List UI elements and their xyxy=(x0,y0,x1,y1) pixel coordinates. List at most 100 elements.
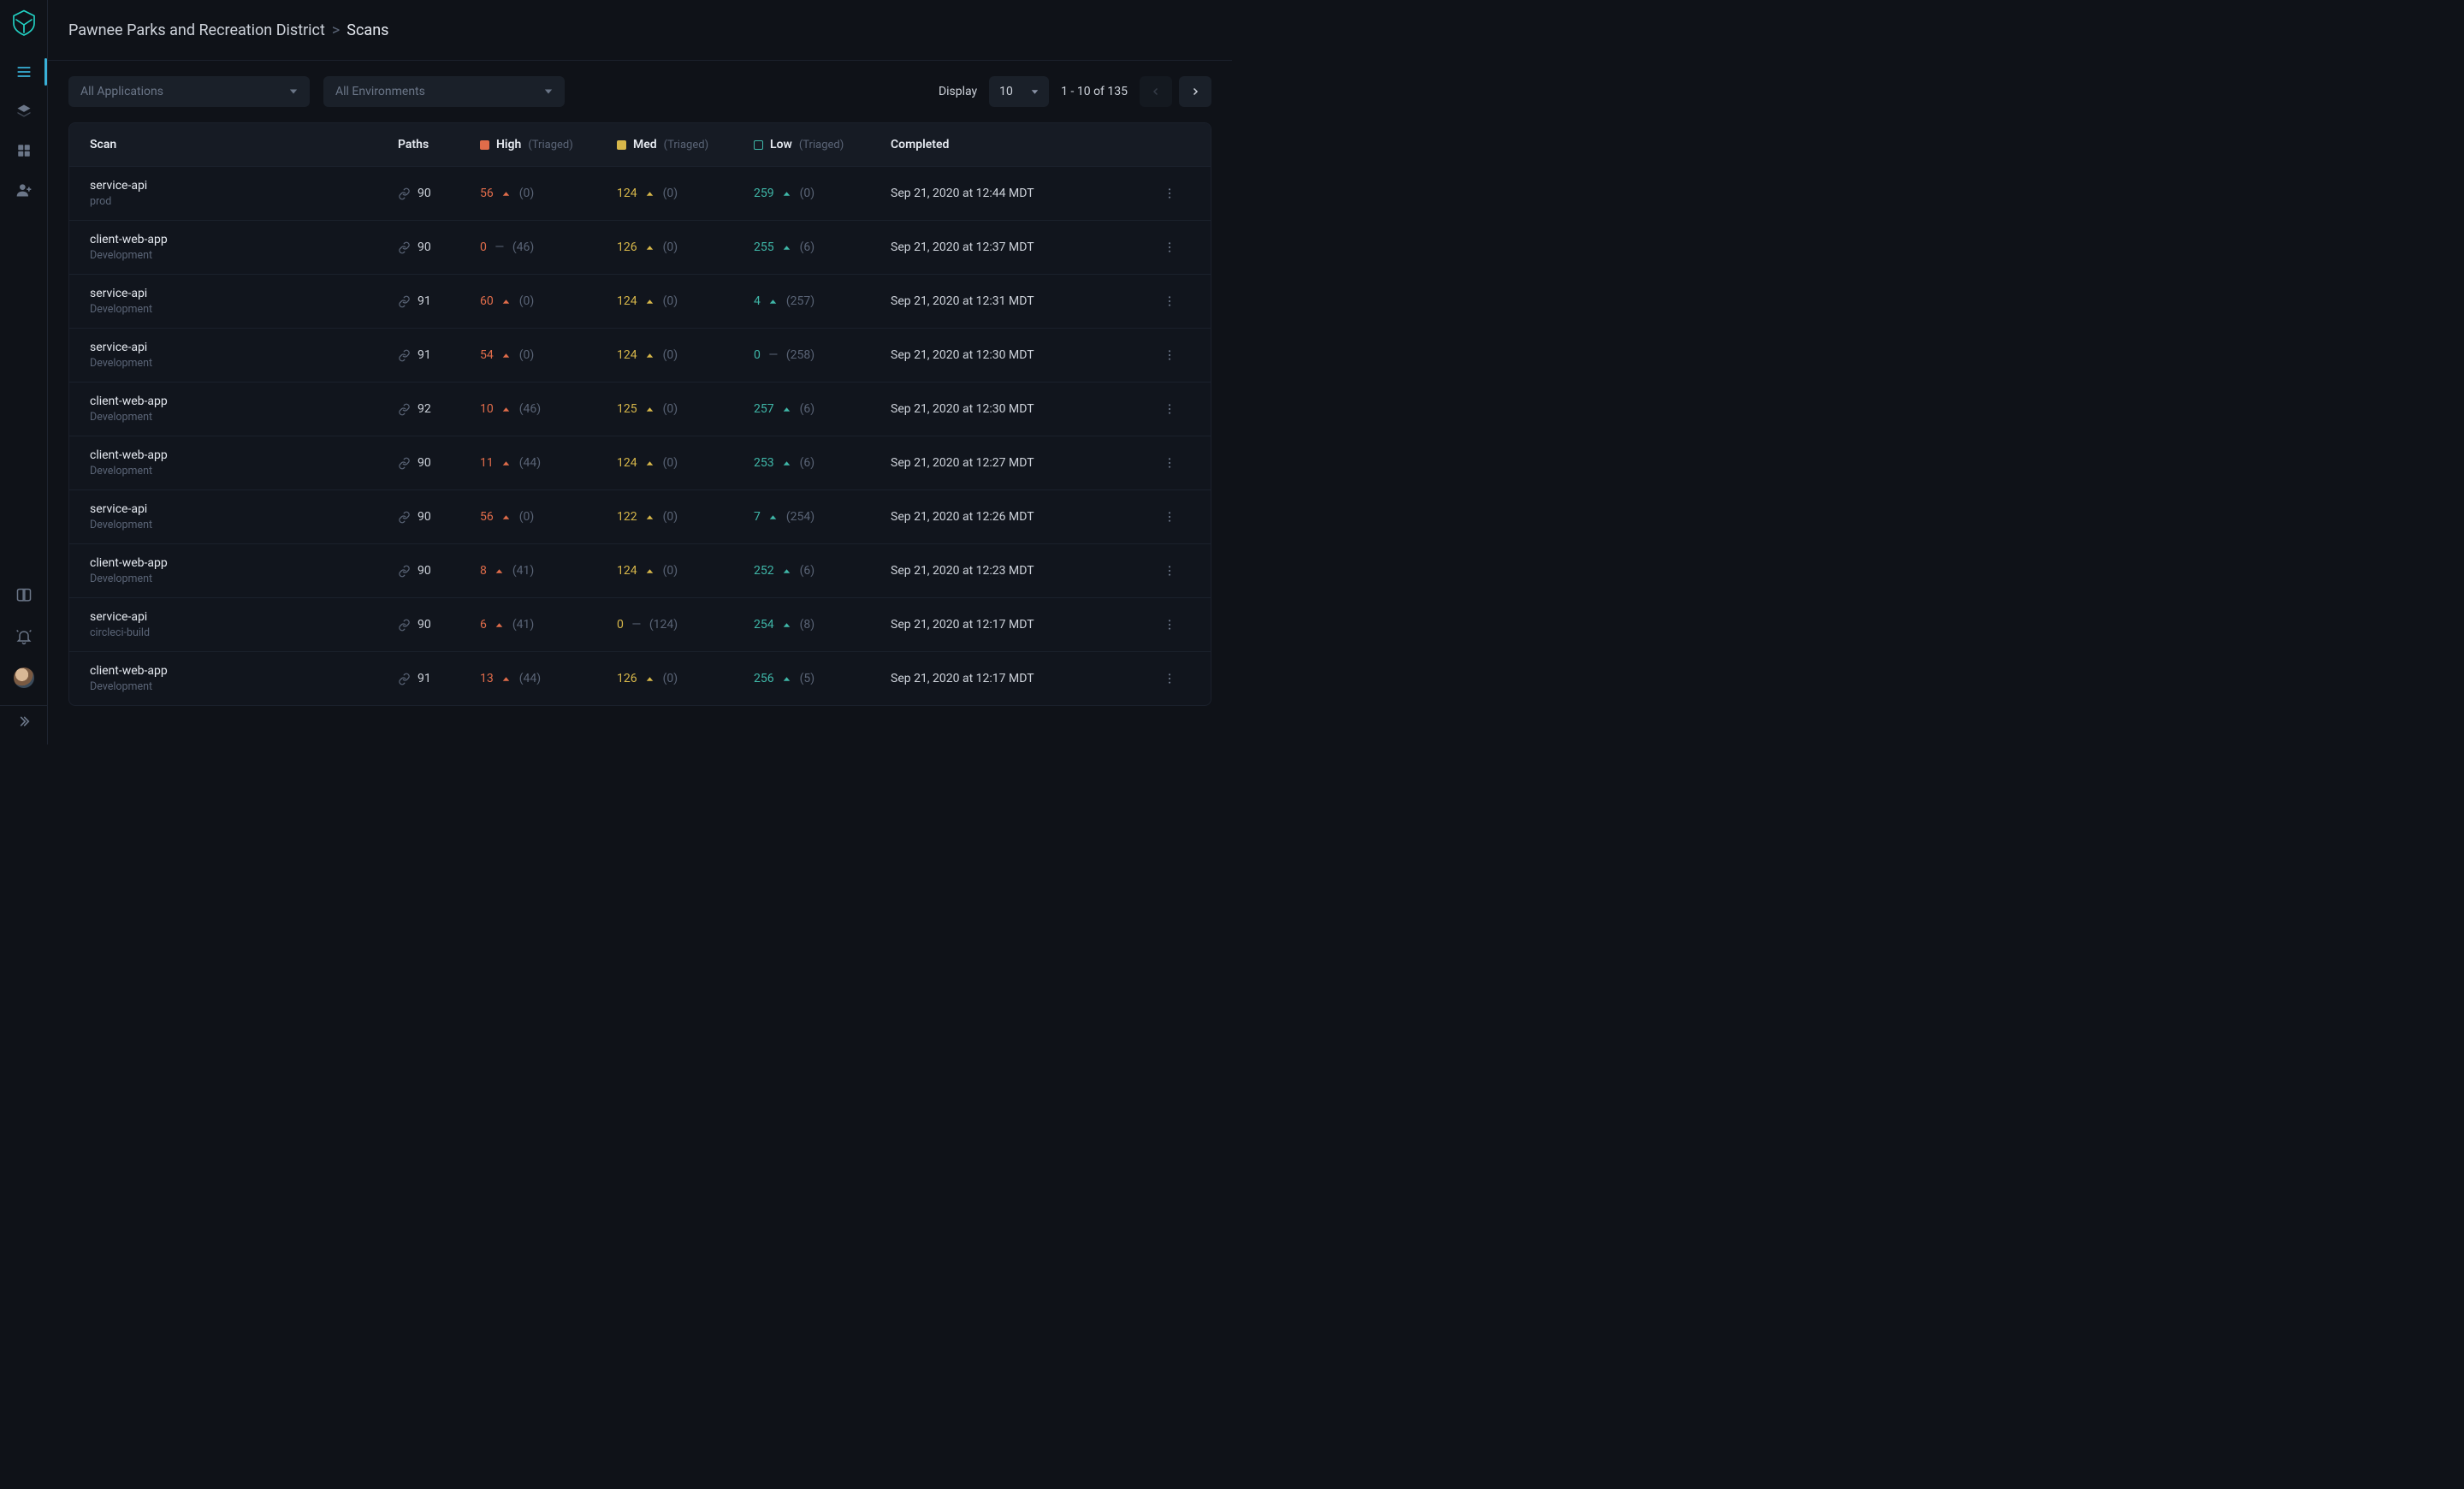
high-count: 8 xyxy=(480,564,487,578)
col-high[interactable]: High (Triaged) xyxy=(480,138,617,151)
col-completed[interactable]: Completed xyxy=(891,138,1149,151)
completed-cell: Sep 21, 2020 at 12:27 MDT xyxy=(891,456,1149,470)
completed-cell: Sep 21, 2020 at 12:44 MDT xyxy=(891,187,1149,200)
nav-notifications[interactable] xyxy=(0,618,47,656)
trend-icon xyxy=(645,406,655,413)
page-size-value: 10 xyxy=(999,85,1013,98)
high-triaged: (0) xyxy=(519,187,535,200)
environments-filter[interactable]: All Environments xyxy=(323,76,565,107)
table-row[interactable]: client-web-appDevelopment908(41)124(0)25… xyxy=(69,543,1211,597)
trend-icon xyxy=(782,567,792,575)
avatar xyxy=(14,667,34,688)
paths-cell: 90 xyxy=(398,240,480,254)
nav-layers[interactable] xyxy=(0,92,47,130)
nav-profile[interactable] xyxy=(0,659,47,697)
completed-cell: Sep 21, 2020 at 12:26 MDT xyxy=(891,510,1149,524)
trend-icon xyxy=(501,352,512,359)
scan-name: client-web-app xyxy=(90,233,398,246)
paths-value: 90 xyxy=(418,456,431,470)
completed-cell: Sep 21, 2020 at 12:23 MDT xyxy=(891,564,1149,578)
next-page-button[interactable] xyxy=(1179,76,1211,107)
trend-icon xyxy=(501,406,512,413)
row-actions-button[interactable] xyxy=(1149,510,1190,524)
table-row[interactable]: client-web-appDevelopment9113(44)126(0)2… xyxy=(69,651,1211,705)
paths-value: 90 xyxy=(418,564,431,578)
nav-scans[interactable] xyxy=(0,53,47,91)
nav-dashboard[interactable] xyxy=(0,132,47,169)
completed-cell: Sep 21, 2020 at 12:31 MDT xyxy=(891,294,1149,308)
row-actions-button[interactable] xyxy=(1149,348,1190,362)
paths-value: 90 xyxy=(418,240,431,254)
trend-icon xyxy=(495,567,505,575)
low-cell: 4(257) xyxy=(754,294,891,308)
paths-cell: 90 xyxy=(398,618,480,632)
low-triaged: (6) xyxy=(800,240,815,254)
row-actions-button[interactable] xyxy=(1149,294,1190,308)
trend-icon xyxy=(645,190,655,198)
paths-value: 90 xyxy=(418,618,431,632)
high-cell: 60(0) xyxy=(480,294,617,308)
page-size-select[interactable]: 10 xyxy=(989,76,1049,107)
row-actions-button[interactable] xyxy=(1149,618,1190,632)
high-triaged: (0) xyxy=(519,294,535,308)
table-row[interactable]: service-apiDevelopment9160(0)124(0)4(257… xyxy=(69,274,1211,328)
trend-icon xyxy=(782,621,792,629)
row-actions-button[interactable] xyxy=(1149,240,1190,254)
display-label: Display xyxy=(939,85,977,98)
trend-icon: — xyxy=(495,240,505,254)
low-triaged: (6) xyxy=(800,564,815,578)
trend-icon xyxy=(645,352,655,359)
prev-page-button[interactable] xyxy=(1140,76,1172,107)
link-icon xyxy=(398,565,411,578)
med-triaged: (0) xyxy=(663,348,678,362)
trend-icon: — xyxy=(768,348,779,362)
table-row[interactable]: service-apicircleci-build906(41)0—(124)2… xyxy=(69,597,1211,651)
med-triaged: (0) xyxy=(663,187,678,200)
table-row[interactable]: service-apiDevelopment9056(0)122(0)7(254… xyxy=(69,489,1211,543)
sidebar-expand[interactable] xyxy=(0,705,47,736)
scan-env: Development xyxy=(90,357,398,370)
med-cell: 126(0) xyxy=(617,672,754,685)
col-paths[interactable]: Paths xyxy=(398,138,480,151)
table-row[interactable]: client-web-appDevelopment900—(46)126(0)2… xyxy=(69,220,1211,274)
table-row[interactable]: client-web-appDevelopment9011(44)124(0)2… xyxy=(69,436,1211,489)
high-cell: 8(41) xyxy=(480,564,617,578)
low-cell: 252 (6) xyxy=(754,564,891,578)
col-med[interactable]: Med (Triaged) xyxy=(617,138,754,151)
row-actions-button[interactable] xyxy=(1149,402,1190,416)
col-low[interactable]: Low (Triaged) xyxy=(754,138,891,151)
high-severity-icon xyxy=(480,140,489,150)
row-actions-button[interactable] xyxy=(1149,564,1190,578)
nav-add-user[interactable] xyxy=(0,171,47,209)
paths-cell: 92 xyxy=(398,402,480,416)
high-cell: 0—(46) xyxy=(480,240,617,254)
logo xyxy=(9,7,39,38)
high-triaged: (0) xyxy=(519,510,535,524)
low-cell: 256(5) xyxy=(754,672,891,685)
table-row[interactable]: client-web-appDevelopment9210(46)125(0)2… xyxy=(69,382,1211,436)
low-count: 252 xyxy=(754,564,774,578)
table-header: Scan Paths High (Triaged) Med (Triaged) xyxy=(69,123,1211,166)
row-actions-button[interactable] xyxy=(1149,456,1190,470)
trend-icon xyxy=(495,621,505,629)
nav-docs[interactable] xyxy=(0,577,47,614)
med-cell: 126(0) xyxy=(617,240,754,254)
med-triaged: (0) xyxy=(663,564,678,578)
high-count: 56 xyxy=(480,187,494,200)
applications-filter[interactable]: All Applications xyxy=(68,76,310,107)
paths-value: 91 xyxy=(418,672,431,685)
col-scan[interactable]: Scan xyxy=(90,138,398,151)
table-row[interactable]: service-apiDevelopment9154(0)124(0)0—(25… xyxy=(69,328,1211,382)
row-actions-button[interactable] xyxy=(1149,672,1190,685)
table-row[interactable]: service-apiprod9056(0)124(0)259(0)Sep 21… xyxy=(69,166,1211,220)
high-triaged: (0) xyxy=(519,348,535,362)
med-cell: 124(0) xyxy=(617,294,754,308)
med-count: 125 xyxy=(617,402,637,416)
high-count: 54 xyxy=(480,348,494,362)
low-count: 7 xyxy=(754,510,761,524)
med-count: 124 xyxy=(617,564,637,578)
row-actions-button[interactable] xyxy=(1149,187,1190,200)
breadcrumb-org[interactable]: Pawnee Parks and Recreation District xyxy=(68,21,325,39)
med-triaged: (124) xyxy=(649,618,678,632)
scan-name: service-api xyxy=(90,610,398,624)
